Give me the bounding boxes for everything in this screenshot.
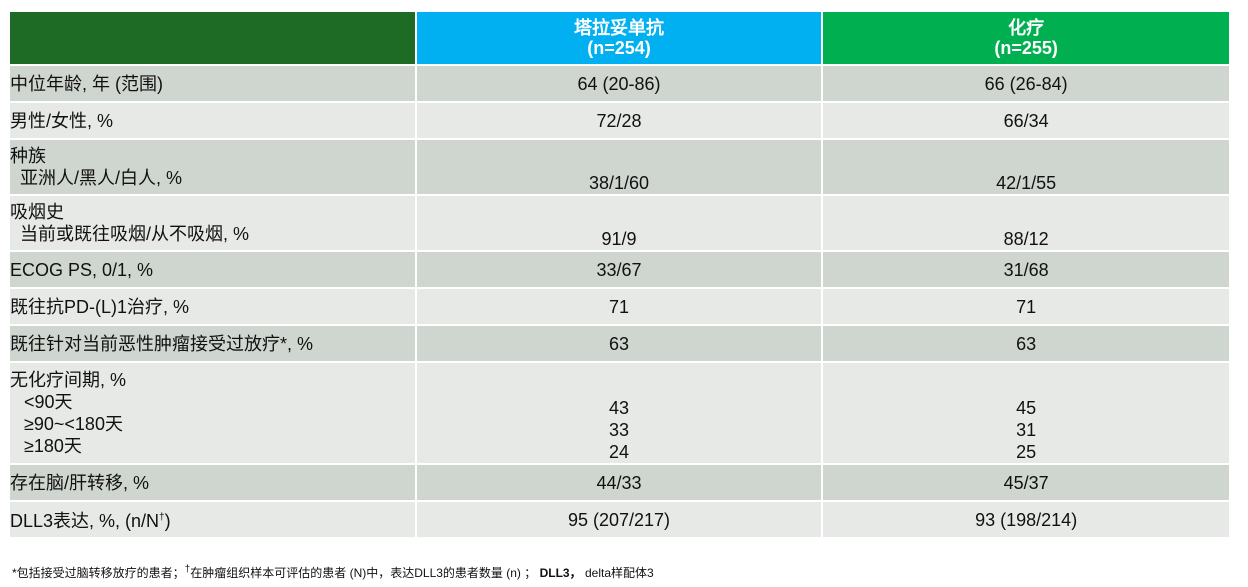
row-label-suffix: ) <box>164 511 171 531</box>
footnote-dagger: † <box>184 564 191 575</box>
row-value-tarlatamab: 91/9 <box>414 194 824 252</box>
row-label: 存在脑/肝转移, % <box>8 463 417 502</box>
row-label-group: 无化疗间期, % <90天 ≥90~<180天 ≥180天 <box>8 361 417 465</box>
row-label-group: 种族 亚洲人/黑人/白人, % <box>8 138 417 196</box>
header-tarlatamab: 塔拉妥单抗 (n=254) <box>414 10 824 66</box>
table-row: DLL3表达, %, (n/N†) 95 (207/217) 93 (198/2… <box>8 500 1231 539</box>
row-label-dll3: DLL3表达, %, (n/N†) <box>8 500 417 539</box>
row-value-tarlatamab: 63 <box>414 324 824 363</box>
row-sublabel: 当前或既往吸烟/从不吸烟, % <box>20 224 250 244</box>
row-label-prefix: DLL3表达, %, (n/N <box>10 511 160 531</box>
row-sublabel: ≥180天 <box>24 436 82 456</box>
table-row: 中位年龄, 年 (范围) 64 (20-86) 66 (26-84) <box>8 64 1231 103</box>
footnote: *包括接受过脑转移放疗的患者；†在肿瘤组织样本可评估的患者 (N)中，表达DLL… <box>12 564 654 581</box>
table-row: 吸烟史 当前或既往吸烟/从不吸烟, % 91/9 88/12 <box>8 194 1231 252</box>
table-row: 男性/女性, % 72/28 66/34 <box>8 101 1231 140</box>
header-row: 塔拉妥单抗 (n=254) 化疗 (n=255) <box>8 10 1231 66</box>
footnote-part2: 在肿瘤组织样本可评估的患者 (N)中，表达DLL3的患者数量 (n) ； <box>190 566 537 580</box>
table-row: 既往针对当前恶性肿瘤接受过放疗*, % 63 63 <box>8 324 1231 363</box>
row-value-tarlatamab: 43 <box>608 398 629 418</box>
header-chemotherapy-name: 化疗 <box>1008 18 1045 38</box>
row-value-chemotherapy: 25 <box>1016 442 1037 462</box>
header-tarlatamab-name: 塔拉妥单抗 <box>573 18 664 38</box>
row-value-chemotherapy: 66 (26-84) <box>821 64 1231 103</box>
row-label: 种族 <box>10 146 46 166</box>
row-value-chemotherapy-group: 45 31 25 <box>821 361 1231 465</box>
row-value-tarlatamab: 33/67 <box>414 250 824 289</box>
row-value-tarlatamab: 64 (20-86) <box>414 64 824 103</box>
baseline-characteristics-table: 塔拉妥单抗 (n=254) 化疗 (n=255) 中位年龄, 年 (范围) 64… <box>8 10 1231 539</box>
row-value-tarlatamab: 71 <box>414 287 824 326</box>
footnote-part3: delta样配体3 <box>584 566 654 580</box>
row-value-chemotherapy: 42/1/55 <box>821 138 1231 196</box>
row-value-chemotherapy: 45 <box>1016 398 1037 418</box>
row-value-chemotherapy: 66/34 <box>821 101 1231 140</box>
row-value-chemotherapy: 88/12 <box>821 194 1231 252</box>
row-value-chemotherapy: 63 <box>821 324 1231 363</box>
row-value-tarlatamab: 72/28 <box>414 101 824 140</box>
footnote-abbr: DLL3， <box>539 566 582 580</box>
row-label-group: 吸烟史 当前或既往吸烟/从不吸烟, % <box>8 194 417 252</box>
row-value-tarlatamab: 44/33 <box>414 463 824 502</box>
header-chemotherapy: 化疗 (n=255) <box>821 10 1231 66</box>
row-value-tarlatamab: 38/1/60 <box>414 138 824 196</box>
table-row: 存在脑/肝转移, % 44/33 45/37 <box>8 463 1231 502</box>
row-value-tarlatamab-group: 43 33 24 <box>414 361 824 465</box>
row-label: 中位年龄, 年 (范围) <box>8 64 417 103</box>
header-corner-cell <box>8 10 417 66</box>
row-label: 无化疗间期, % <box>10 370 127 390</box>
row-sublabel: <90天 <box>24 392 73 412</box>
table-row: ECOG PS, 0/1, % 33/67 31/68 <box>8 250 1231 289</box>
row-sublabel: 亚洲人/黑人/白人, % <box>20 168 183 188</box>
table-row: 种族 亚洲人/黑人/白人, % 38/1/60 42/1/55 <box>8 138 1231 196</box>
table-row: 无化疗间期, % <90天 ≥90~<180天 ≥180天 43 33 24 4… <box>8 361 1231 465</box>
row-label: 男性/女性, % <box>8 101 417 140</box>
row-value-chemotherapy: 45/37 <box>821 463 1231 502</box>
dagger-mark: † <box>159 512 165 523</box>
row-value-chemotherapy: 93 (198/214) <box>821 500 1231 539</box>
row-value-chemotherapy: 31/68 <box>821 250 1231 289</box>
row-value-chemotherapy: 71 <box>821 287 1231 326</box>
row-value-tarlatamab: 95 (207/217) <box>414 500 824 539</box>
row-label: ECOG PS, 0/1, % <box>8 250 417 289</box>
row-value-chemotherapy: 31 <box>1016 420 1037 440</box>
header-tarlatamab-n: (n=254) <box>587 38 651 58</box>
table-row: 既往抗PD-(L)1治疗, % 71 71 <box>8 287 1231 326</box>
row-label: 吸烟史 <box>10 202 64 222</box>
row-label: 既往针对当前恶性肿瘤接受过放疗*, % <box>8 324 417 363</box>
footnote-part1: *包括接受过脑转移放疗的患者； <box>12 566 185 580</box>
row-sublabel: ≥90~<180天 <box>24 414 123 434</box>
row-label: 既往抗PD-(L)1治疗, % <box>8 287 417 326</box>
row-value-tarlatamab: 24 <box>608 442 629 462</box>
row-value-tarlatamab: 33 <box>608 420 629 440</box>
header-chemotherapy-n: (n=255) <box>994 38 1058 58</box>
